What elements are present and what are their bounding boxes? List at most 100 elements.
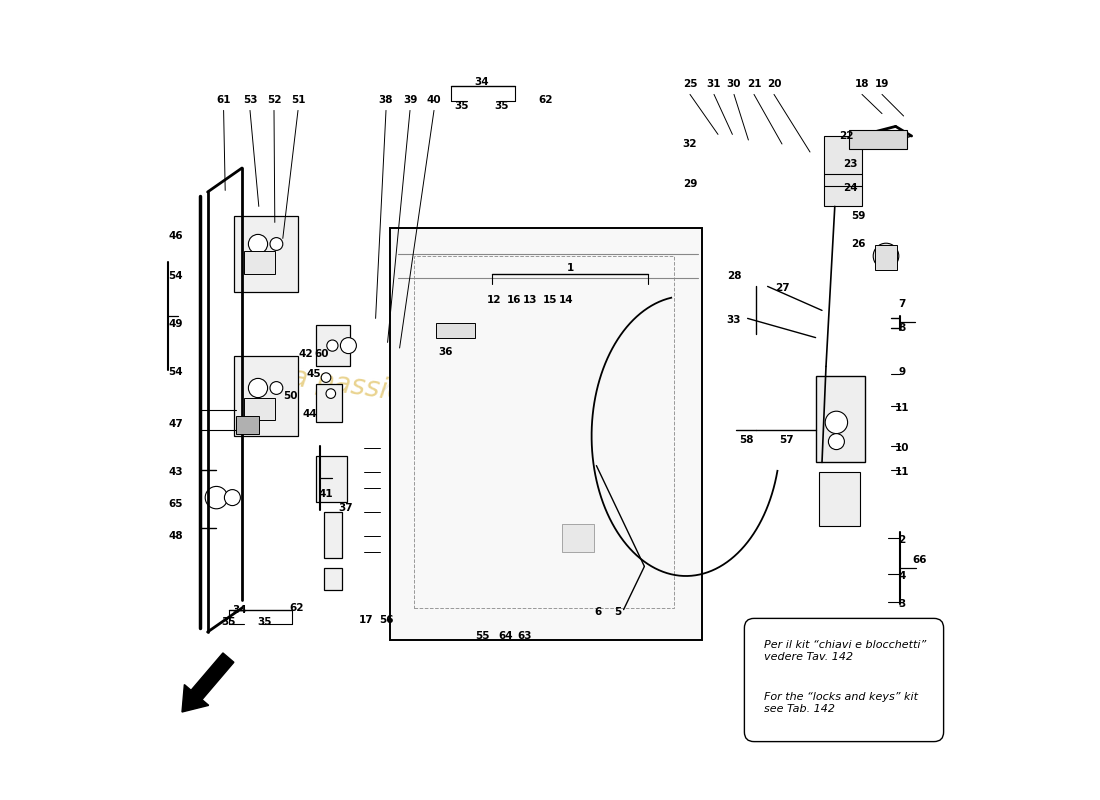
- Text: 32: 32: [683, 139, 697, 149]
- Text: Per il kit “chiavi e blocchetti”
vedere Tav. 142: Per il kit “chiavi e blocchetti” vedere …: [763, 640, 926, 662]
- Text: 62: 62: [289, 603, 304, 613]
- Text: 62: 62: [539, 95, 553, 105]
- Text: 65: 65: [168, 499, 183, 509]
- Text: 10: 10: [894, 443, 910, 453]
- Text: 55: 55: [475, 631, 490, 641]
- Text: 45: 45: [307, 370, 321, 379]
- Bar: [317, 384, 342, 422]
- Bar: [324, 568, 342, 590]
- Text: 38: 38: [378, 95, 394, 105]
- Text: 47: 47: [168, 419, 183, 429]
- Circle shape: [206, 486, 228, 509]
- Bar: [562, 524, 594, 552]
- Text: 9: 9: [899, 367, 905, 377]
- Text: 59: 59: [850, 211, 866, 221]
- Text: 52: 52: [266, 95, 282, 105]
- Text: 15: 15: [542, 295, 558, 305]
- Bar: [234, 356, 298, 436]
- Text: 19: 19: [874, 79, 889, 89]
- Text: 54: 54: [168, 367, 183, 377]
- Text: 16: 16: [507, 295, 521, 305]
- Text: 11: 11: [894, 403, 910, 413]
- Text: 36: 36: [439, 347, 453, 357]
- Text: 56: 56: [378, 615, 394, 625]
- Text: 17: 17: [359, 615, 373, 625]
- Text: 60: 60: [315, 349, 329, 358]
- Text: 4: 4: [899, 571, 905, 581]
- Text: a passion for perfection: a passion for perfection: [289, 363, 619, 437]
- Text: 34: 34: [475, 78, 490, 87]
- Bar: [414, 256, 674, 608]
- Text: 37: 37: [339, 503, 353, 513]
- Text: 54: 54: [168, 271, 183, 281]
- Bar: [874, 245, 898, 270]
- Circle shape: [270, 238, 283, 250]
- Bar: [234, 216, 298, 292]
- Text: 46: 46: [168, 231, 183, 241]
- Text: 8: 8: [899, 323, 905, 333]
- Text: 13: 13: [522, 295, 537, 305]
- Text: 40: 40: [427, 95, 441, 105]
- Text: For the “locks and keys” kit
see Tab. 142: For the “locks and keys” kit see Tab. 14…: [763, 692, 917, 714]
- Text: 61: 61: [217, 95, 231, 105]
- Bar: [244, 398, 275, 420]
- Circle shape: [224, 490, 241, 506]
- Text: 20: 20: [767, 79, 781, 89]
- Text: 26: 26: [850, 239, 866, 249]
- Text: 43: 43: [168, 467, 183, 477]
- Bar: [818, 472, 860, 526]
- Bar: [317, 325, 350, 366]
- Text: 29: 29: [683, 179, 697, 189]
- Circle shape: [249, 234, 267, 254]
- Text: 22: 22: [838, 131, 854, 141]
- Circle shape: [321, 373, 331, 382]
- Text: 21: 21: [747, 79, 761, 89]
- Text: 44: 44: [302, 410, 318, 419]
- Bar: [236, 416, 258, 434]
- Text: 48: 48: [168, 531, 183, 541]
- Text: 27: 27: [774, 283, 790, 293]
- Bar: [824, 136, 862, 206]
- Text: 34: 34: [232, 605, 246, 614]
- Text: 11: 11: [894, 467, 910, 477]
- Text: 35: 35: [257, 618, 272, 627]
- Bar: [849, 130, 906, 149]
- Circle shape: [270, 382, 283, 394]
- Text: 18: 18: [855, 79, 869, 89]
- Text: 31: 31: [706, 79, 722, 89]
- Text: 35: 35: [454, 101, 470, 110]
- Bar: [815, 376, 866, 462]
- Circle shape: [249, 378, 267, 398]
- Bar: [324, 512, 342, 558]
- Text: 66: 66: [912, 555, 927, 565]
- Text: 35: 35: [495, 101, 509, 110]
- Text: 28: 28: [727, 271, 741, 281]
- Text: 3: 3: [899, 599, 905, 609]
- Text: 58: 58: [739, 435, 754, 445]
- Text: 39: 39: [403, 95, 417, 105]
- Text: 23: 23: [843, 159, 857, 169]
- Text: 30: 30: [727, 79, 741, 89]
- Circle shape: [326, 389, 336, 398]
- Text: 1: 1: [566, 263, 573, 273]
- Bar: [244, 251, 275, 274]
- Text: 2: 2: [899, 535, 905, 545]
- Text: 63: 63: [517, 631, 531, 641]
- Text: 35: 35: [221, 618, 235, 627]
- Bar: [317, 456, 346, 502]
- Bar: [390, 228, 702, 640]
- Text: 7: 7: [899, 299, 905, 309]
- Text: 64: 64: [498, 631, 514, 641]
- Text: 42: 42: [299, 349, 314, 358]
- Text: 6: 6: [594, 607, 602, 617]
- FancyBboxPatch shape: [745, 618, 944, 742]
- FancyArrow shape: [182, 653, 234, 712]
- Text: 25: 25: [683, 79, 697, 89]
- Text: 50: 50: [283, 391, 297, 401]
- Circle shape: [340, 338, 356, 354]
- Text: 24: 24: [843, 183, 857, 193]
- Text: 5: 5: [615, 607, 622, 617]
- Circle shape: [327, 340, 338, 351]
- Text: 57: 57: [779, 435, 793, 445]
- Text: 53: 53: [243, 95, 257, 105]
